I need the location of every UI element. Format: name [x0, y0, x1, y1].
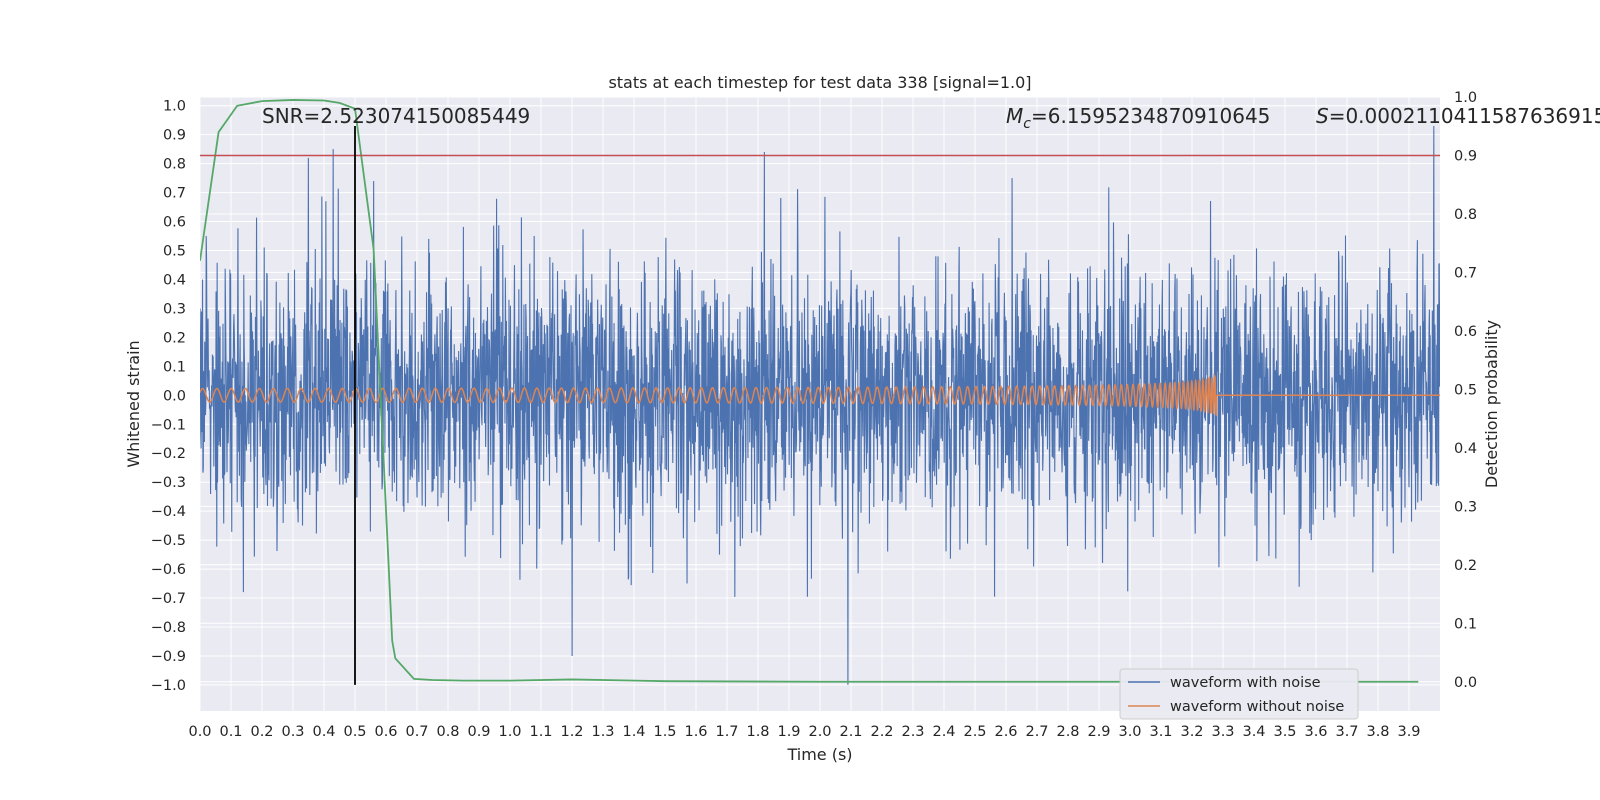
- x-tick-label: 0.9: [467, 724, 490, 740]
- y-tick-label: −0.1: [151, 417, 186, 433]
- y-axis-label: Whitened strain: [124, 340, 143, 467]
- x-tick-label: 3.0: [1118, 724, 1141, 740]
- y2-tick-label: 0.2: [1454, 558, 1477, 574]
- x-tick-label: 0.6: [374, 724, 397, 740]
- y-tick-label: 0.6: [163, 215, 186, 231]
- series-waveform-without-noise: [200, 373, 1440, 417]
- y-tick-labels: 1.0 0.9 0.8 0.7 0.6 0.5 0.4 0.3 0.2 0.1 0.0 −0.1 −0.…: [151, 99, 186, 694]
- x-tick-label: 1.6: [684, 724, 707, 740]
- x-tick-label: 3.6: [1304, 724, 1327, 740]
- y2-tick-label: 0.1: [1454, 616, 1477, 632]
- y-tick-label: −0.3: [151, 475, 186, 491]
- x-tick-label: 2.2: [870, 724, 893, 740]
- y-tick-label: −0.8: [151, 620, 186, 636]
- x-tick-label: 3.2: [1180, 724, 1203, 740]
- y-tick-label: −0.7: [151, 591, 186, 607]
- y-tick-label: 0.0: [163, 388, 186, 404]
- y2-tick-label: 0.7: [1454, 265, 1477, 281]
- x-tick-label: 0.5: [343, 724, 366, 740]
- y2-tick-label: 0.6: [1454, 324, 1477, 340]
- y-tick-label: 0.1: [163, 359, 186, 375]
- y-tick-label: −0.9: [151, 649, 186, 665]
- x-tick-label: 0.4: [312, 724, 335, 740]
- x-tick-label: 3.5: [1273, 724, 1296, 740]
- x-tick-label: 0.3: [281, 724, 304, 740]
- y-tick-label: 0.5: [163, 244, 186, 260]
- chart-title: stats at each timestep for test data 338…: [608, 73, 1031, 92]
- y-tick-label: 0.8: [163, 157, 186, 173]
- x-tick-label: 0.1: [219, 724, 242, 740]
- y2-tick-label: 1.0: [1454, 90, 1477, 106]
- y-tick-label: 0.9: [163, 128, 186, 144]
- y2-axis-label: Detection probability: [1482, 320, 1501, 488]
- y2-tick-label: 0.9: [1454, 148, 1477, 164]
- legend-box: [1119, 668, 1359, 720]
- y2-tick-label: 0.5: [1454, 382, 1477, 398]
- x-tick-label: 3.9: [1397, 724, 1420, 740]
- x-tick-label: 1.1: [529, 724, 552, 740]
- x-tick-label: 1.7: [715, 724, 738, 740]
- y2-tick-label: 0.4: [1454, 441, 1477, 457]
- x-tick-label: 2.0: [808, 724, 831, 740]
- x-tick-label: 3.1: [1149, 724, 1172, 740]
- x-tick-label: 1.0: [498, 724, 521, 740]
- x-tick-label: 3.7: [1335, 724, 1358, 740]
- x-tick-label: 2.4: [932, 724, 955, 740]
- y-tick-label: 0.2: [163, 330, 186, 346]
- series-waveform-with-noise: [200, 125, 1440, 685]
- y2-tick-label: 0.3: [1454, 499, 1477, 515]
- y-tick-label: −0.6: [151, 562, 186, 578]
- y2-tick-label: 0.8: [1454, 207, 1477, 223]
- x-tick-label: 2.9: [1087, 724, 1110, 740]
- x-tick-label: 0.0: [188, 724, 211, 740]
- x-tick-label: 2.8: [1056, 724, 1079, 740]
- x-tick-label: 1.9: [777, 724, 800, 740]
- x-tick-label: 3.3: [1211, 724, 1234, 740]
- series-detection-probability: [200, 99, 1419, 683]
- x-tick-label: 3.4: [1242, 724, 1265, 740]
- x-tick-label: 0.7: [405, 724, 428, 740]
- y2-tick-labels: 1.0 0.9 0.8 0.7 0.6 0.5 0.4 0.3 0.2 0.1 0.0: [1454, 90, 1477, 691]
- y-tick-label: 0.3: [163, 301, 186, 317]
- x-tick-label: 0.2: [250, 724, 273, 740]
- x-tick-label: 1.2: [560, 724, 583, 740]
- x-tick-label: 1.5: [653, 724, 676, 740]
- x-tick-label: 2.3: [901, 724, 924, 740]
- legend-label-noise: waveform with noise: [1170, 675, 1321, 691]
- y-tick-label: −0.2: [151, 446, 186, 462]
- x-tick-label: 2.1: [839, 724, 862, 740]
- s-annotation: S=0.00021104115876369158: [1316, 104, 1600, 128]
- mc-annotation: Mc=6.1595234870910645: [1006, 104, 1270, 132]
- x-tick-label: 1.4: [622, 724, 645, 740]
- legend: waveform with noise waveform without noi…: [1119, 668, 1359, 720]
- y-tick-label: 0.4: [163, 272, 186, 288]
- legend-label-clean: waveform without noise: [1170, 699, 1344, 715]
- y-tick-label: −0.4: [151, 504, 186, 520]
- x-tick-label: 1.3: [591, 724, 614, 740]
- x-tick-label: 2.5: [963, 724, 986, 740]
- y2-tick-label: 0.0: [1454, 675, 1477, 691]
- x-tick-labels: 0.0 0.1 0.2 0.3 0.4 0.5 0.6 0.7 0.8 0.9 1.0 1.1 1.2 1…: [188, 724, 1420, 740]
- x-tick-label: 2.7: [1025, 724, 1048, 740]
- y-tick-label: 1.0: [163, 99, 186, 115]
- snr-annotation: SNR=2.523074150085449: [262, 104, 530, 128]
- x-tick-label: 0.8: [436, 724, 459, 740]
- x-tick-label: 3.8: [1366, 724, 1389, 740]
- y-tick-label: −0.5: [151, 533, 186, 549]
- y-tick-label: 0.7: [163, 186, 186, 202]
- y-tick-label: −1.0: [151, 678, 186, 694]
- x-axis-label: Time (s): [786, 745, 852, 764]
- x-tick-label: 2.6: [994, 724, 1017, 740]
- x-tick-label: 1.8: [746, 724, 769, 740]
